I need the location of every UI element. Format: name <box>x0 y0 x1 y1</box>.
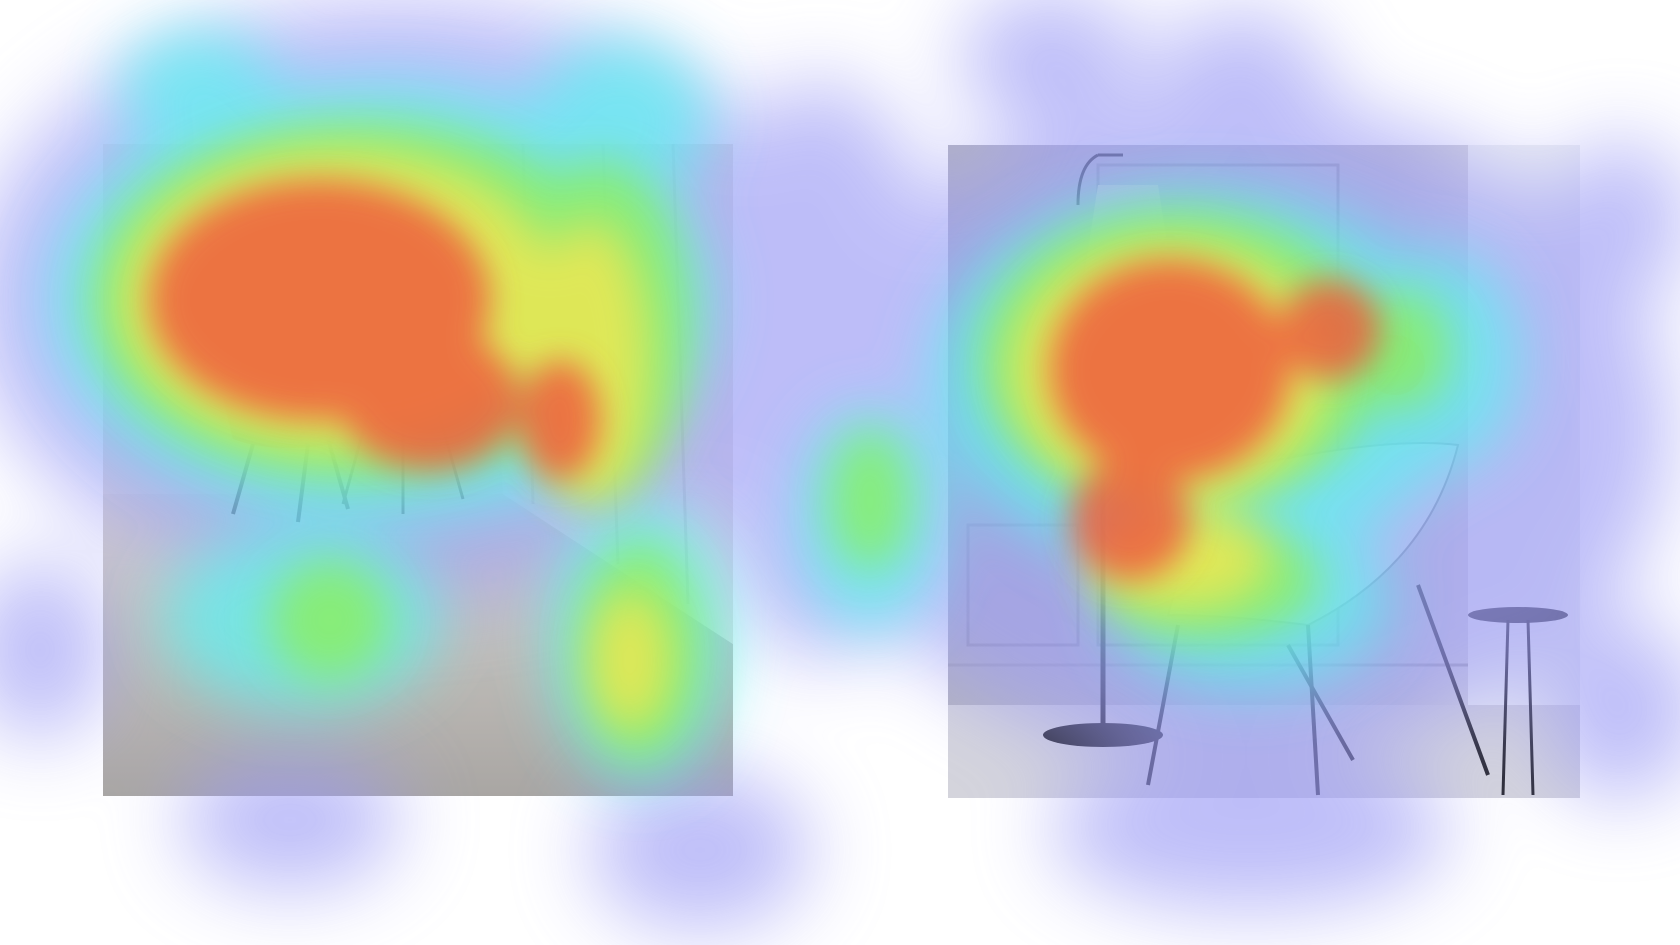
wall-sconce <box>1365 335 1425 395</box>
right-floor <box>948 705 1580 798</box>
left-photo <box>103 144 733 796</box>
right-photo <box>948 145 1580 798</box>
right-photo-scene <box>948 145 1580 798</box>
left-photo-scene <box>103 144 733 796</box>
